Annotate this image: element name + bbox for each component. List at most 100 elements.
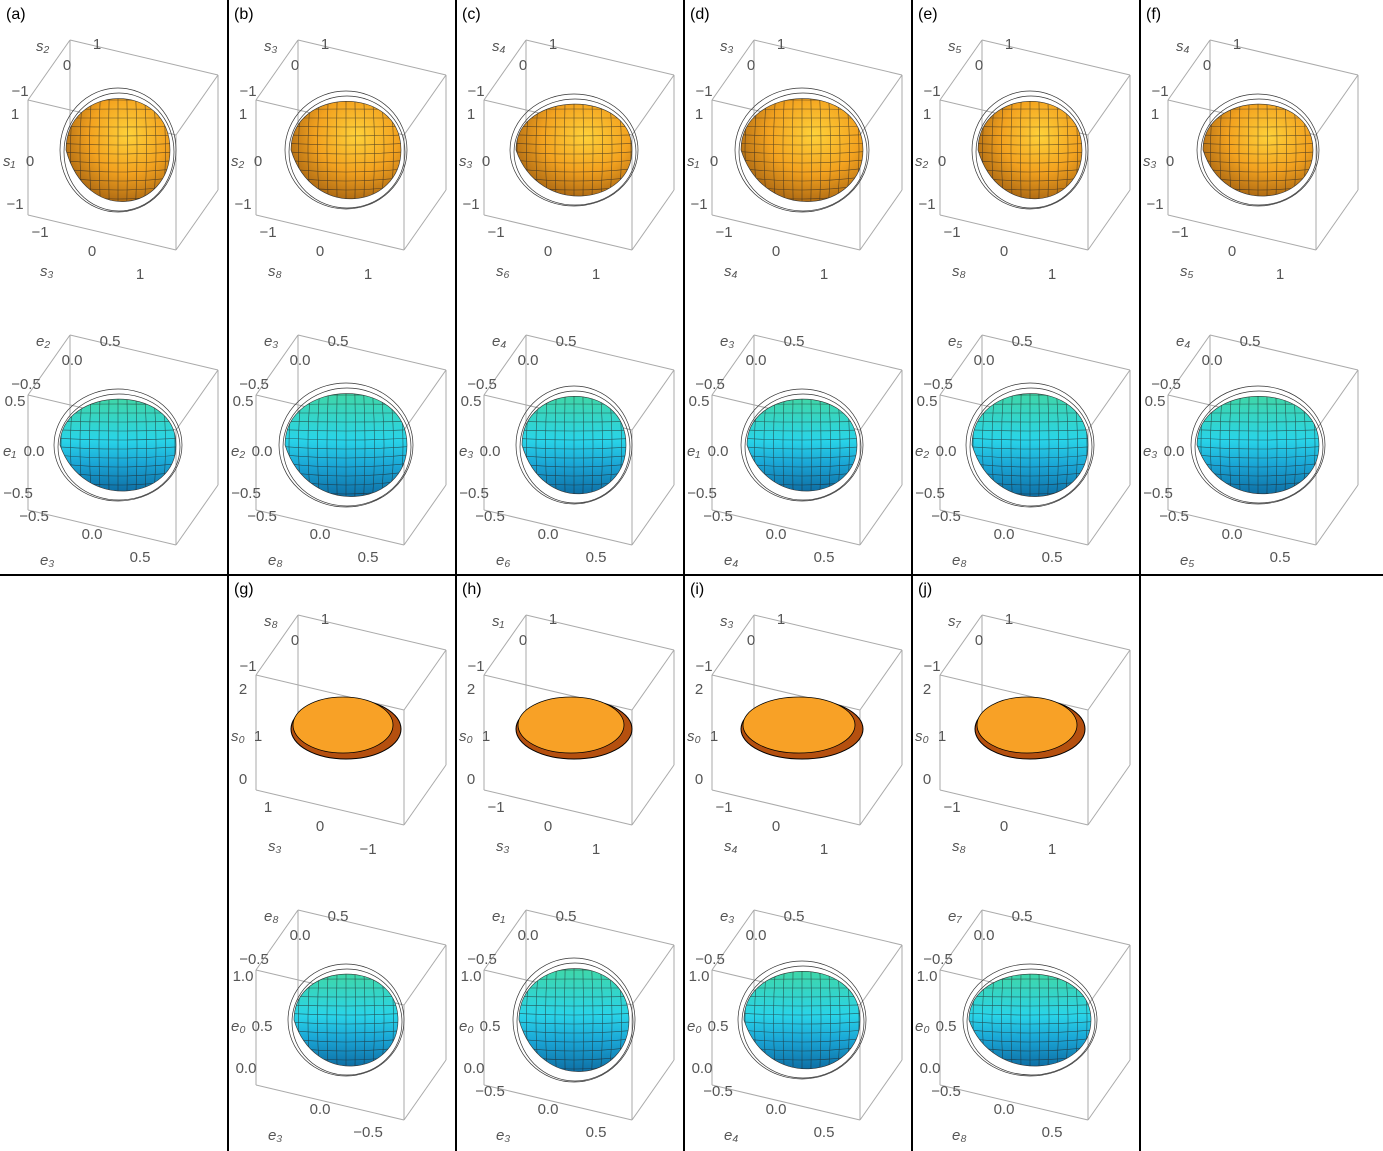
mesh-outline	[513, 98, 637, 206]
box-edge	[981, 909, 1131, 946]
mesh-outline	[744, 393, 862, 501]
grid-curve	[841, 98, 850, 202]
grid-curve	[744, 971, 755, 1069]
grid-curve	[833, 399, 841, 492]
grid-curve	[605, 104, 613, 197]
grid-curve	[744, 98, 755, 202]
tick-label: 1	[695, 106, 703, 123]
axis-label: e₃	[264, 333, 278, 350]
grid-curve	[60, 452, 176, 459]
tick-label: 0.5	[917, 393, 938, 410]
box-edge	[753, 909, 903, 946]
box-edge	[525, 334, 675, 371]
grid-curve	[535, 968, 543, 1072]
grid-curve	[1229, 104, 1235, 197]
axis-label: s₂	[36, 38, 50, 55]
axis-label: e₄	[492, 333, 506, 350]
grid-curve	[141, 98, 147, 202]
tick-label: 0.0	[974, 927, 995, 944]
surface-face	[517, 696, 625, 754]
box-edge	[1315, 189, 1359, 251]
grid-curve	[317, 974, 323, 1067]
box-edge	[255, 614, 299, 676]
axis-label: e₁	[687, 443, 700, 460]
mesh-outline	[1190, 385, 1326, 505]
grid-curve	[266, 961, 426, 964]
grid-curve	[969, 1027, 1091, 1034]
box-edge	[859, 484, 903, 546]
tick-label: 1	[136, 266, 144, 283]
bottom-plot: e₁ 0.5 0.0 −0.5 e₀ 1.0 0.5 0.0 e₃ −0.5 0.0 0.5	[459, 908, 675, 1144]
bottom-plot: e₇ 0.5 0.0 −0.5 e₀ 1.0 0.5 0.0 e₈ −0.5 0.0 0.5	[915, 908, 1131, 1144]
box-edge	[1087, 74, 1131, 136]
grid-curve	[978, 197, 1082, 199]
tick-label: −0.5	[923, 376, 953, 393]
tick-label: −1	[467, 658, 484, 675]
grid-curve	[747, 452, 857, 459]
tick-label: 0	[1000, 243, 1008, 260]
grid-curve	[494, 206, 654, 217]
grid-curve	[298, 393, 307, 497]
surface-face	[292, 696, 394, 754]
grid-curve	[38, 493, 198, 503]
box-edge	[631, 649, 675, 711]
grid-curve	[744, 1043, 860, 1052]
grid-curve	[982, 393, 991, 497]
grid-curve	[1037, 393, 1040, 497]
axis-label: e₃	[40, 552, 54, 569]
surface-grid	[494, 104, 654, 217]
box-edge	[403, 189, 447, 251]
grid-curve	[266, 501, 426, 512]
tick-label: 0.5	[586, 1124, 607, 1141]
axis-label: s₄	[492, 38, 506, 55]
panel: (e) s₅ 1 0 −1 s₂ 1 0 −1 s₈ −1 0 1 e₅ 0.5 0.0 −0.5 e₂ 0.5 0.…	[915, 6, 1131, 569]
tick-label: 0.5	[461, 393, 482, 410]
mesh-outline	[509, 93, 639, 207]
mesh-bound	[740, 388, 864, 502]
surface-grid	[291, 101, 401, 199]
mesh-bound	[287, 963, 405, 1077]
tick-label: −1	[467, 83, 484, 100]
grid-curve	[564, 104, 567, 197]
box-edge	[859, 649, 903, 711]
tick-label: 1	[938, 728, 946, 745]
grid-curve	[516, 157, 632, 164]
grid-curve	[833, 971, 841, 1069]
grid-curve	[545, 104, 551, 197]
grid-curve	[1037, 974, 1040, 1067]
tick-label: −1	[239, 658, 256, 675]
grid-curve	[1203, 173, 1313, 182]
tick-label: 0	[975, 57, 983, 74]
tick-label: 0	[254, 153, 262, 170]
grid-curve	[1200, 396, 1211, 494]
tick-label: −1	[923, 83, 940, 100]
grid-curve	[38, 386, 198, 389]
grid-curve	[369, 974, 375, 1067]
grid-curve	[991, 974, 999, 1067]
top-plot: s₁ 1 0 −1 s₀ 2 1 0 s₃ −1 0 1	[459, 611, 675, 858]
mesh-outline	[516, 962, 634, 1082]
grid-curve	[754, 971, 763, 1069]
grid-curve	[722, 206, 882, 217]
grid-curve	[1265, 104, 1268, 197]
surface-grid	[38, 98, 198, 217]
mesh-outline	[282, 387, 412, 507]
grid-curve	[385, 393, 394, 497]
mesh-outline	[1200, 98, 1318, 206]
panel: (f) s₄ 1 0 −1 s₃ 1 0 −1 s₅ −1 0 1 e₄ 0.5 0.0 −0.5 e₃ 0.5 0.…	[1143, 6, 1359, 569]
tick-label: 0.0	[936, 443, 957, 460]
grid-curve	[60, 399, 71, 492]
grid-curve	[1273, 396, 1278, 494]
grid-curve	[519, 1027, 629, 1034]
mesh-outline	[734, 87, 870, 213]
grid-curve	[317, 101, 323, 199]
tick-label: 0	[316, 243, 324, 260]
tick-label: −0.5	[11, 376, 41, 393]
grid-curve	[792, 971, 795, 1069]
tick-label: 0.5	[130, 549, 151, 566]
grid-curve	[307, 101, 315, 199]
box-edge	[1087, 369, 1131, 431]
grid-curve	[38, 206, 198, 217]
